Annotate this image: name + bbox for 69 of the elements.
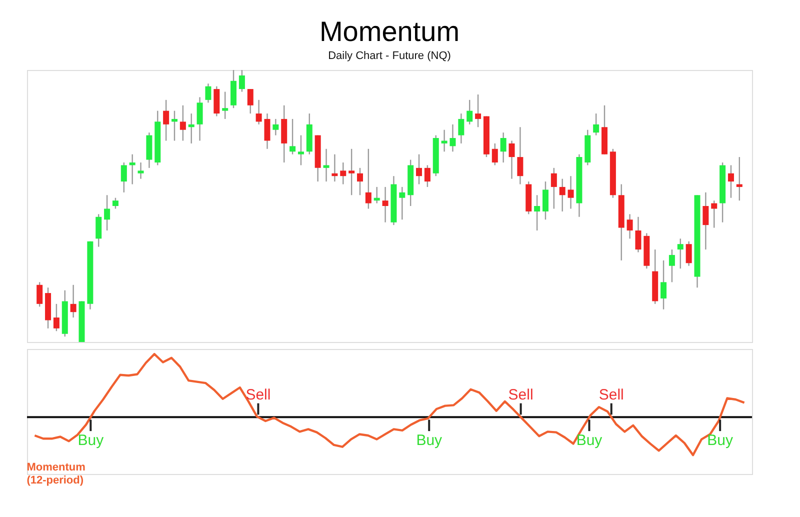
candlestick — [660, 260, 667, 310]
annotation: Buy — [78, 432, 104, 449]
candlestick — [626, 214, 633, 240]
candlestick — [711, 200, 718, 228]
annotation: Sell — [508, 386, 534, 404]
candlestick — [492, 142, 498, 166]
candlestick — [374, 186, 380, 204]
candlestick — [53, 303, 60, 332]
candlestick — [508, 140, 515, 180]
candlestick — [36, 282, 43, 308]
candlestick — [205, 83, 212, 104]
candlestick — [222, 91, 228, 120]
candlestick — [542, 180, 548, 220]
candlestick — [686, 240, 692, 266]
candlestick — [500, 132, 506, 164]
candlestick — [635, 216, 642, 253]
candlestick — [256, 99, 262, 125]
candlestick — [323, 148, 330, 182]
candlestick — [340, 162, 346, 185]
annotation: Buy — [416, 432, 443, 449]
candlestick — [416, 154, 422, 185]
candlestick — [517, 126, 524, 185]
candlestick — [290, 118, 296, 155]
candlestick — [238, 69, 245, 92]
candlestick — [677, 238, 684, 270]
candlestick — [668, 248, 675, 283]
candlestick — [348, 148, 355, 196]
candlestick — [382, 186, 388, 223]
chart-subtitle: Daily Chart - Future (NQ) — [328, 50, 451, 62]
candlestick — [424, 164, 430, 188]
candlestick — [441, 129, 448, 152]
candlestick — [104, 194, 110, 232]
candlestick — [399, 186, 406, 220]
candlestick — [736, 156, 742, 202]
candlestick — [332, 154, 338, 182]
text: Momentum (12-period) — [26, 461, 86, 486]
candlestick — [120, 162, 127, 193]
candlestick — [138, 162, 144, 180]
candlestick — [129, 154, 136, 185]
candlestick — [365, 148, 372, 210]
candlestick — [450, 124, 456, 152]
candlestick — [458, 112, 464, 144]
candlestick — [728, 164, 734, 198]
candlestick — [550, 167, 557, 210]
candlestick — [171, 110, 178, 142]
candlestick — [702, 192, 709, 250]
candlestick — [593, 112, 600, 136]
candlestick — [70, 284, 76, 318]
annotation: Sell — [598, 386, 624, 404]
chart-title: Momentum — [319, 16, 460, 47]
candlestick — [196, 96, 203, 142]
candlestick — [356, 167, 363, 196]
candlestick — [96, 214, 102, 248]
annotation: Buy — [576, 432, 603, 449]
annotation: Sell — [246, 386, 271, 404]
candlestick — [188, 112, 194, 144]
candlestick — [264, 112, 270, 150]
candlestick — [475, 94, 482, 128]
candlestick — [466, 99, 473, 125]
candlestick — [163, 99, 170, 142]
candlestick — [568, 175, 574, 210]
candlestick — [298, 134, 304, 166]
candlestick — [534, 194, 540, 232]
candlestick — [272, 118, 279, 136]
candlestick — [180, 104, 186, 142]
candlestick — [112, 197, 118, 210]
annotation: Buy — [707, 432, 734, 449]
candlestick — [247, 88, 254, 114]
candlestick — [559, 178, 566, 212]
